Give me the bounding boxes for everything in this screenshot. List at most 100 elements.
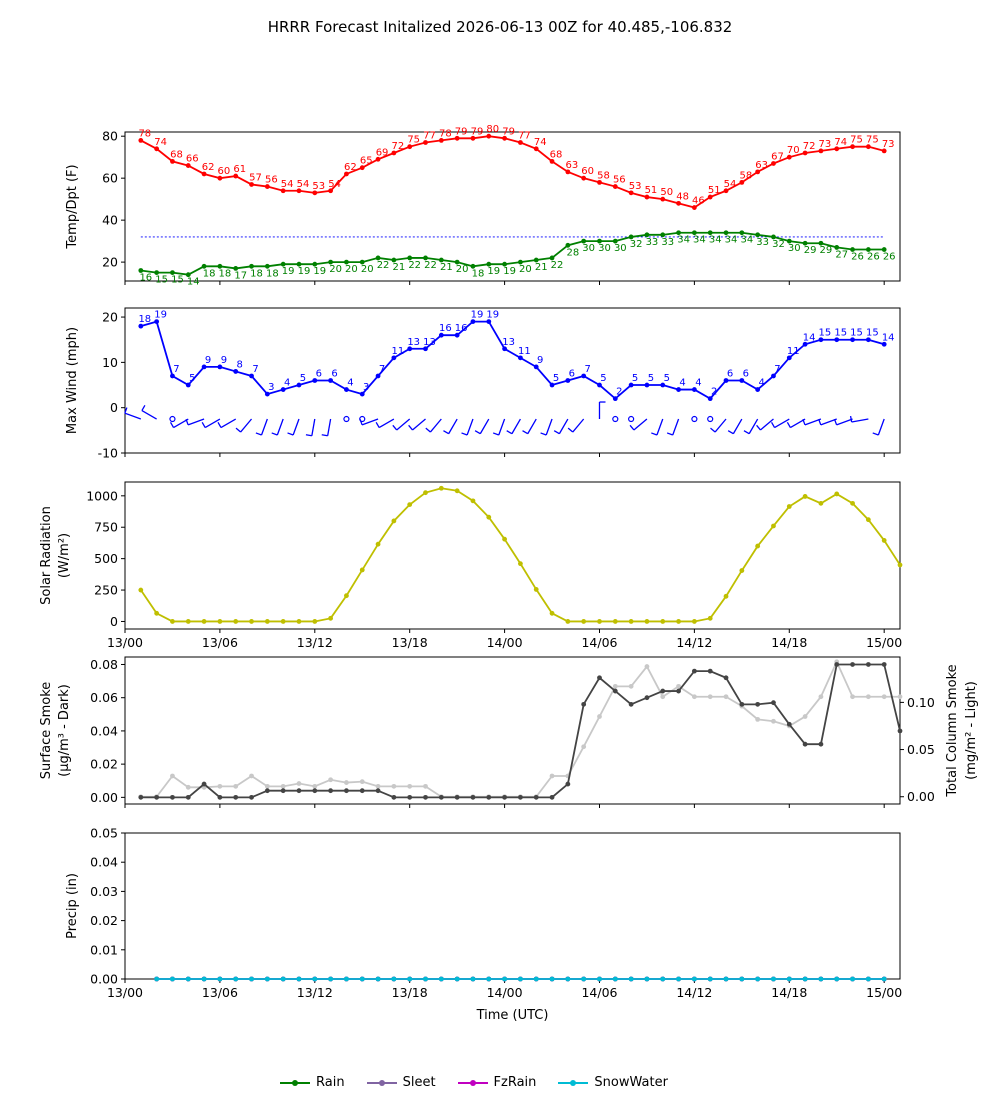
data-label-temp: 22 xyxy=(377,260,390,271)
wind-barb-staff xyxy=(378,418,395,429)
data-point-wind xyxy=(328,378,334,383)
data-point-solar xyxy=(597,619,602,624)
wind-barb-staff xyxy=(187,418,205,426)
y-tick-label-solar: 750 xyxy=(94,520,118,535)
data-point-smoke xyxy=(676,683,681,689)
wind-barb-staff xyxy=(327,418,332,436)
data-point-temp xyxy=(676,230,681,236)
wind-barb-flag xyxy=(540,432,547,436)
data-label-temp: 68 xyxy=(550,149,563,160)
data-label-wind: 5 xyxy=(664,373,670,384)
data-point-precip xyxy=(233,976,239,982)
data-point-smoke xyxy=(755,701,761,707)
data-point-temp xyxy=(518,259,523,265)
wind-barb-staff xyxy=(204,418,221,429)
data-point-smoke xyxy=(865,662,871,667)
legend-swatch-fzrain xyxy=(457,1079,488,1086)
data-point-temp xyxy=(312,190,318,196)
data-point-wind xyxy=(755,387,761,392)
data-point-wind xyxy=(185,382,191,388)
data-point-wind xyxy=(676,387,681,392)
wind-barb-flag xyxy=(375,421,380,428)
data-label-temp: 26 xyxy=(867,252,880,263)
y-tick-label-temp: 60 xyxy=(102,171,118,186)
x-tick-label-solar: 15/00 xyxy=(866,635,902,650)
data-point-smoke xyxy=(881,662,887,667)
data-label-temp: 17 xyxy=(234,270,247,281)
data-point-temp xyxy=(660,196,666,202)
data-label-temp: 18 xyxy=(250,268,263,279)
data-label-wind: 11 xyxy=(787,346,800,357)
data-point-wind xyxy=(502,346,507,352)
x-tick-label-solar: 13/06 xyxy=(202,635,238,650)
data-label-temp: 51 xyxy=(645,185,658,196)
data-label-temp: 67 xyxy=(771,151,784,162)
data-label-temp: 21 xyxy=(535,262,548,273)
data-point-smoke xyxy=(233,794,239,800)
data-point-temp xyxy=(470,263,476,269)
wind-barb-staff xyxy=(220,418,237,429)
data-point-solar xyxy=(771,523,776,529)
y-tick-label-temp: 80 xyxy=(102,129,118,144)
data-label-wind: 9 xyxy=(221,355,227,366)
data-point-precip xyxy=(296,976,302,982)
data-point-smoke xyxy=(597,675,602,681)
y-tick-label-smoke: 0.00 xyxy=(90,790,118,805)
data-point-smoke xyxy=(407,783,413,789)
data-point-temp xyxy=(217,263,223,269)
data-point-temp xyxy=(850,144,855,150)
data-label-wind: 13 xyxy=(423,337,436,348)
x-tick-label-solar: 13/18 xyxy=(392,635,428,650)
y-tick-label-solar: 0 xyxy=(110,614,118,629)
wind-barb-calm xyxy=(691,415,698,423)
data-point-smoke xyxy=(707,694,713,700)
data-label-temp: 54 xyxy=(724,179,737,190)
data-point-temp xyxy=(264,263,270,269)
data-point-temp xyxy=(423,255,428,261)
data-point-solar xyxy=(249,619,254,624)
data-point-smoke xyxy=(454,794,460,800)
data-point-temp xyxy=(865,247,871,252)
data-point-smoke xyxy=(897,694,903,700)
data-point-solar xyxy=(375,541,381,547)
data-point-temp xyxy=(612,184,618,189)
wind-barb-staff xyxy=(429,418,442,433)
data-point-solar xyxy=(296,619,302,624)
data-label-temp: 73 xyxy=(882,139,895,150)
data-point-smoke xyxy=(280,788,286,794)
data-label-temp: 32 xyxy=(630,239,643,250)
data-point-solar xyxy=(438,485,444,491)
wind-barb-flag xyxy=(201,421,206,428)
data-point-wind xyxy=(359,391,365,397)
data-point-temp xyxy=(802,240,808,246)
data-point-temp xyxy=(249,182,254,187)
data-point-smoke xyxy=(755,716,761,722)
data-label-wind: 4 xyxy=(284,378,290,389)
data-point-solar xyxy=(723,593,729,599)
wind-barb-staff xyxy=(732,418,743,435)
data-point-temp xyxy=(597,179,602,185)
data-point-smoke xyxy=(280,783,286,789)
data-label-wind: 15 xyxy=(850,328,863,339)
data-point-temp xyxy=(549,255,555,261)
series-line-temp-series-0 xyxy=(140,135,885,209)
legend-swatch-sleet xyxy=(366,1079,397,1086)
data-point-solar xyxy=(881,538,887,543)
wind-barb-flag xyxy=(849,415,853,423)
data-point-temp xyxy=(502,135,507,141)
wind-barb-staff xyxy=(141,409,157,420)
data-point-temp xyxy=(786,238,792,244)
data-point-smoke xyxy=(217,783,223,789)
data-point-temp xyxy=(407,255,413,261)
data-point-precip xyxy=(518,976,523,982)
data-label-temp: 68 xyxy=(170,149,183,160)
data-point-smoke xyxy=(423,783,428,789)
data-label-wind: 5 xyxy=(600,373,606,384)
data-point-smoke xyxy=(170,794,175,800)
data-label-wind: 4 xyxy=(679,378,685,389)
data-label-temp: 48 xyxy=(676,191,689,202)
data-point-temp xyxy=(739,179,745,185)
wind-barb-calm xyxy=(343,415,350,423)
data-point-temp xyxy=(217,175,223,181)
data-point-precip xyxy=(676,976,681,982)
